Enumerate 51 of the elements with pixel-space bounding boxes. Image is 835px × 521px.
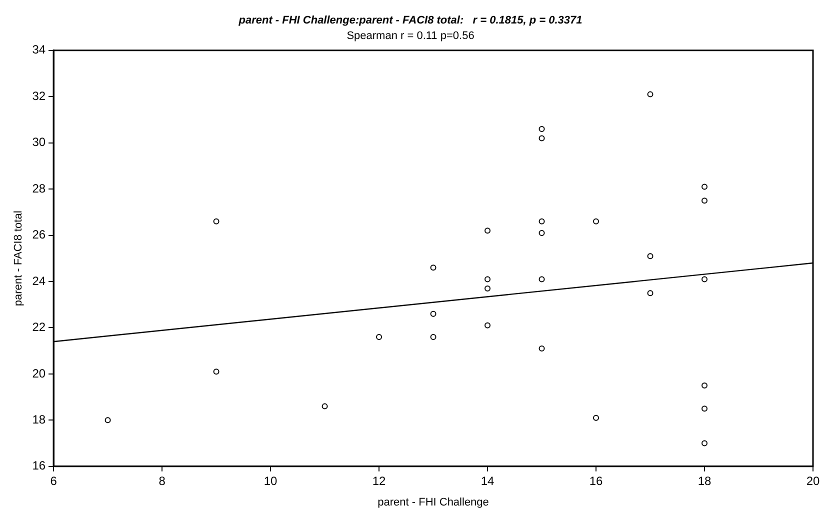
x-tick-label: 10 xyxy=(264,474,278,488)
y-tick-label: 24 xyxy=(32,274,46,288)
point xyxy=(593,414,600,421)
point xyxy=(213,368,220,375)
point xyxy=(322,403,328,410)
x-axis-title: parent - FHI Challenge xyxy=(378,496,489,508)
y-tick-label: 32 xyxy=(32,88,46,103)
point xyxy=(702,406,708,412)
point xyxy=(538,218,545,224)
y-tick-label: 18 xyxy=(32,412,46,426)
y-tick-label: 30 xyxy=(32,135,46,150)
point xyxy=(430,310,436,317)
point xyxy=(702,184,708,190)
point xyxy=(538,276,545,282)
point xyxy=(213,218,220,224)
x-tick-label: 18 xyxy=(698,474,712,488)
chart-title: parent - FHI Challenge:parent - FACI8 total: r = 0.1815, p = 0.3371 xyxy=(238,14,582,27)
x-tick-label: 8 xyxy=(158,474,166,488)
x-tick-label: 20 xyxy=(806,474,820,488)
point xyxy=(538,135,545,142)
y-tick-label: 28 xyxy=(32,181,46,196)
point xyxy=(430,264,436,271)
chart-subtitle: Spearman r = 0.11 p=0.56 xyxy=(346,30,474,42)
x-tick-label: 12 xyxy=(372,474,386,488)
point xyxy=(430,334,436,340)
x-tick-label: 14 xyxy=(480,474,495,488)
point xyxy=(538,230,545,236)
point xyxy=(593,218,600,224)
x-tick-label: 16 xyxy=(589,474,604,488)
point xyxy=(484,285,491,292)
point xyxy=(647,290,654,296)
point xyxy=(647,91,654,98)
point xyxy=(702,382,708,389)
y-tick-label: 34 xyxy=(32,42,46,57)
point xyxy=(538,126,545,132)
point xyxy=(104,417,111,424)
point xyxy=(702,276,708,282)
point xyxy=(484,228,491,234)
y-tick-label: 22 xyxy=(32,320,46,334)
point xyxy=(538,346,545,352)
y-tick-label: 26 xyxy=(32,228,46,242)
point xyxy=(484,322,491,328)
point xyxy=(376,334,382,340)
point xyxy=(647,253,654,260)
point xyxy=(702,198,708,204)
point xyxy=(484,276,491,282)
y-axis-title: parent - FACI8 total xyxy=(12,210,25,306)
point xyxy=(702,440,708,446)
y-tick-label: 20 xyxy=(32,366,46,380)
x-tick-label: 6 xyxy=(50,474,58,488)
y-tick-label: 16 xyxy=(32,458,46,473)
